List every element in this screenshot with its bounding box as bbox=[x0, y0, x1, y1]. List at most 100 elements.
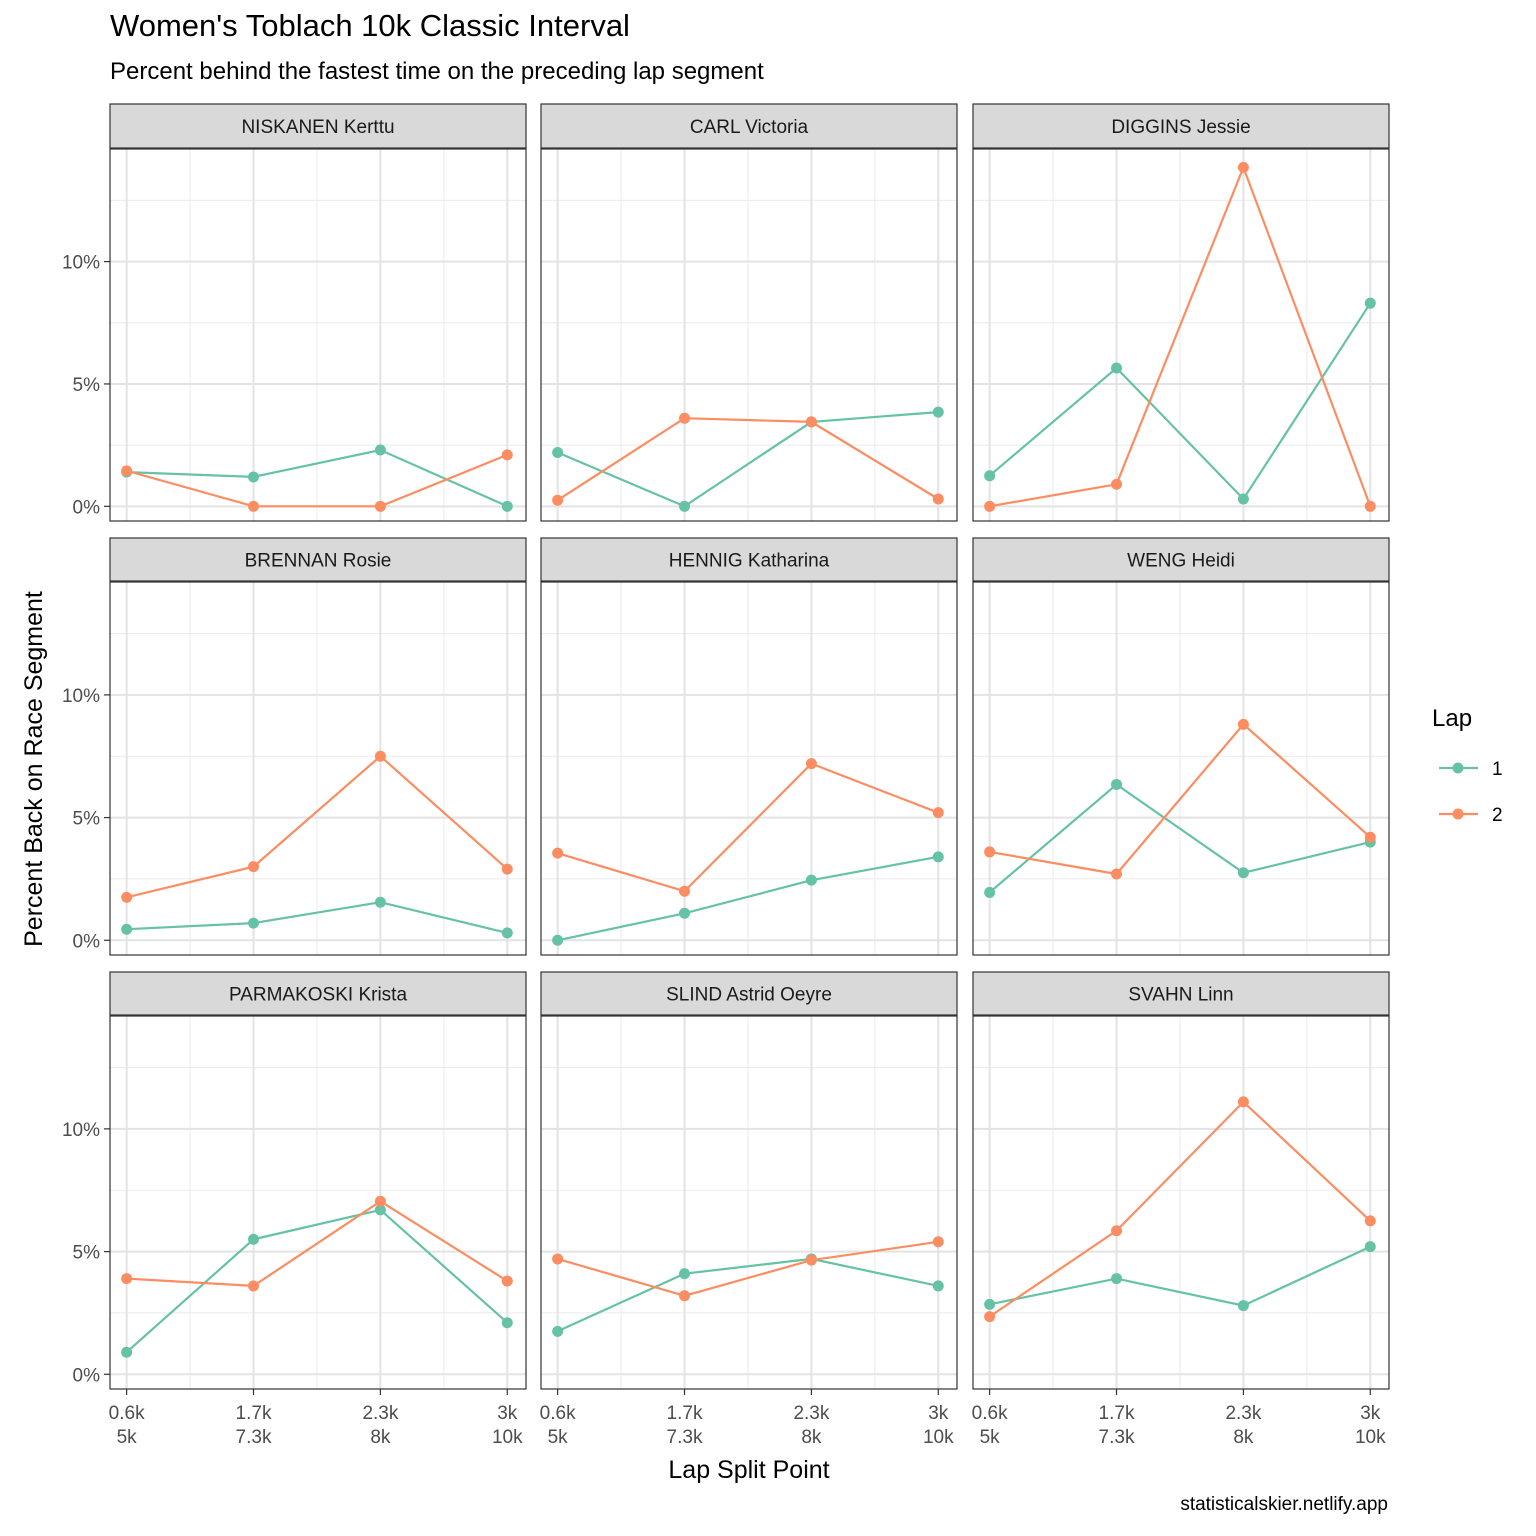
data-point-lap-2 bbox=[984, 846, 996, 858]
data-point-lap-1 bbox=[501, 500, 513, 512]
series-line-lap-2 bbox=[557, 417, 939, 502]
x-tick-label: 5k bbox=[548, 1427, 569, 1448]
data-point-lap-2 bbox=[1237, 718, 1249, 730]
x-tick-label: 0.6k bbox=[972, 1403, 1008, 1424]
facet-panel: HENNIG Katharina bbox=[540, 537, 958, 956]
data-point-lap-1 bbox=[984, 1298, 996, 1310]
data-point-lap-1 bbox=[501, 927, 513, 939]
facet-strip bbox=[109, 537, 527, 582]
data-point-lap-2 bbox=[501, 449, 513, 461]
data-point-lap-1 bbox=[121, 923, 133, 935]
data-point-lap-1 bbox=[248, 917, 260, 929]
x-tick-label: 8k bbox=[1233, 1427, 1254, 1448]
panel-border bbox=[540, 1015, 958, 1390]
y-tick-label: 0% bbox=[73, 1365, 101, 1386]
x-tick-label: 8k bbox=[801, 1427, 822, 1448]
data-point-lap-2 bbox=[805, 416, 817, 428]
x-tick-label: 7.3k bbox=[236, 1427, 272, 1448]
legend-key-point bbox=[1452, 808, 1464, 820]
data-point-lap-2 bbox=[679, 885, 691, 897]
facet-strip-label: WENG Heidi bbox=[1127, 551, 1235, 572]
y-tick-label: 10% bbox=[62, 1120, 100, 1141]
y-tick-label: 10% bbox=[62, 686, 100, 707]
facet-strip-label: DIGGINS Jessie bbox=[1111, 117, 1250, 138]
data-point-lap-1 bbox=[501, 1317, 513, 1329]
data-point-lap-2 bbox=[248, 500, 260, 512]
x-tick-label: 7.3k bbox=[667, 1427, 703, 1448]
data-point-lap-2 bbox=[805, 758, 817, 770]
data-point-lap-2 bbox=[1237, 1096, 1249, 1108]
legend-label: 1 bbox=[1492, 759, 1503, 780]
panel-background bbox=[110, 1016, 526, 1389]
x-tick-label: 3k bbox=[1360, 1403, 1381, 1424]
data-point-lap-1 bbox=[248, 1233, 260, 1245]
data-point-lap-1 bbox=[1364, 297, 1376, 309]
x-tick-label: 2.3k bbox=[793, 1403, 829, 1424]
x-tick-label: 1.7k bbox=[1099, 1403, 1135, 1424]
legend: Lap 1 2 bbox=[1432, 705, 1503, 826]
series-line-lap-1 bbox=[988, 783, 1371, 894]
data-point-lap-2 bbox=[984, 500, 996, 512]
data-point-lap-2 bbox=[552, 847, 564, 859]
data-point-lap-2 bbox=[552, 1253, 564, 1265]
facet-panel: DIGGINS Jessie bbox=[972, 103, 1390, 522]
panel-border bbox=[972, 1015, 1390, 1390]
facet-strip bbox=[540, 537, 958, 582]
data-point-lap-2 bbox=[1111, 1225, 1123, 1237]
panel-background bbox=[973, 149, 1389, 521]
facet-strip-label: PARMAKOSKI Krista bbox=[229, 985, 408, 1006]
facet-strip-label: CARL Victoria bbox=[690, 117, 809, 138]
chart-title: Women's Toblach 10k Classic Interval bbox=[110, 8, 630, 43]
panel-border bbox=[540, 581, 958, 956]
data-point-lap-2 bbox=[932, 807, 944, 819]
facet-panel: SVAHN Linn 0.6k 5k 1.7k 7.3k 2.3k 8k 3k 10k bbox=[972, 971, 1390, 1448]
data-point-lap-1 bbox=[1111, 1273, 1123, 1285]
data-point-lap-1 bbox=[374, 1204, 386, 1216]
data-point-lap-1 bbox=[374, 896, 386, 908]
data-point-lap-2 bbox=[679, 412, 691, 424]
panel-background bbox=[541, 582, 957, 955]
panel-border bbox=[972, 581, 1390, 956]
series-line-lap-2 bbox=[557, 1240, 939, 1297]
data-point-lap-2 bbox=[374, 750, 386, 762]
facet-strip-label: SLIND Astrid Oeyre bbox=[666, 985, 832, 1006]
x-tick-label: 10k bbox=[492, 1427, 523, 1448]
legend-key-point bbox=[1452, 762, 1464, 774]
facet-panel: WENG Heidi bbox=[972, 537, 1390, 956]
panel-background bbox=[110, 582, 526, 955]
data-point-lap-1 bbox=[1111, 778, 1123, 790]
data-point-lap-1 bbox=[1237, 1300, 1249, 1312]
x-tick-label: 10k bbox=[923, 1427, 954, 1448]
data-point-lap-1 bbox=[932, 851, 944, 863]
data-point-lap-1 bbox=[552, 934, 564, 946]
x-tick-label: 3k bbox=[928, 1403, 949, 1424]
y-tick-label: 0% bbox=[73, 497, 101, 518]
facet-strip bbox=[972, 971, 1390, 1016]
data-point-lap-2 bbox=[374, 1195, 386, 1207]
series-line-lap-2 bbox=[989, 722, 1372, 876]
series-line-lap-1 bbox=[557, 1257, 939, 1333]
data-point-lap-2 bbox=[932, 493, 944, 505]
y-tick-label: 5% bbox=[73, 375, 101, 396]
panel-background bbox=[541, 1016, 957, 1389]
panel-border bbox=[109, 148, 527, 522]
data-point-lap-2 bbox=[679, 1290, 691, 1302]
data-point-lap-2 bbox=[552, 494, 564, 506]
data-point-lap-2 bbox=[1111, 868, 1123, 880]
x-tick-label: 0.6k bbox=[109, 1403, 145, 1424]
data-point-lap-2 bbox=[984, 1311, 996, 1323]
x-tick-label: 1.7k bbox=[236, 1403, 272, 1424]
data-point-lap-1 bbox=[679, 500, 691, 512]
data-point-lap-1 bbox=[1364, 1241, 1376, 1253]
data-point-lap-2 bbox=[1364, 831, 1376, 843]
data-point-lap-1 bbox=[552, 1325, 564, 1337]
panel-border bbox=[972, 148, 1390, 522]
data-point-lap-2 bbox=[501, 863, 513, 875]
panel-border bbox=[540, 148, 958, 522]
data-point-lap-1 bbox=[679, 1268, 691, 1280]
data-point-lap-1 bbox=[984, 470, 996, 482]
x-tick-label: 0.6k bbox=[540, 1403, 576, 1424]
x-tick-label: 3k bbox=[497, 1403, 518, 1424]
x-axis-title: Lap Split Point bbox=[668, 1456, 829, 1484]
x-tick-label: 7.3k bbox=[1099, 1427, 1135, 1448]
